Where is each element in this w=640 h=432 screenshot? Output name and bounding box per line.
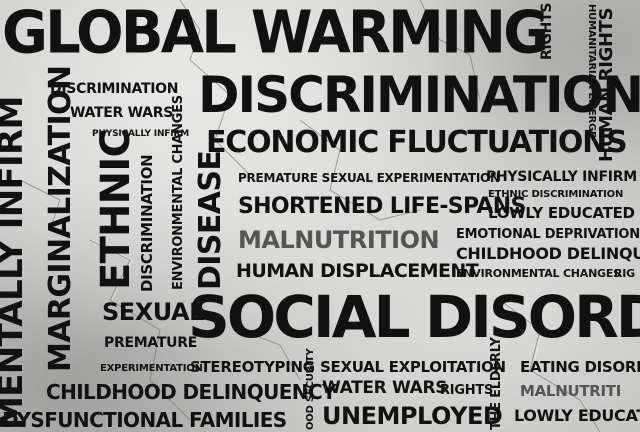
word-childhood-delinquency: CHILDHOOD DELINQUENCY — [46, 380, 337, 404]
word-economic-fluctuations: ECONOMIC FLUCTUATIONS — [206, 125, 628, 160]
word-premature: PREMATURE — [104, 335, 198, 351]
word-lowly-educated-top: LOWLY EDUCATED — [488, 204, 635, 222]
word-ethnic-discrimination: ETHNIC DISCRIMINATION — [488, 189, 624, 200]
word-malnutrition-small: MALNUTRITI — [520, 382, 622, 400]
word-environmental-changes-right: ENVIRONMENTAL CHANGES — [456, 267, 621, 280]
word-sexual: SEXUAL — [102, 298, 204, 326]
word-rights-top: RIGHTS — [539, 2, 555, 60]
word-shortened-life-spans: SHORTENED LIFE-SPANS — [238, 194, 526, 219]
word-rights-bottom: RIGHTS — [440, 383, 494, 398]
word-unemployed: UNEMPLOYED — [322, 402, 503, 430]
word-disease: DISEASE — [193, 150, 228, 290]
word-discrimination-small: DISCRIMINATION — [50, 81, 179, 97]
word-emotional-deprivation: EMOTIONAL DEPRIVATION — [456, 227, 640, 242]
word-stereotyping: STEREOTYPING — [190, 358, 315, 376]
word-water-wars-left: WATER WARS — [70, 105, 174, 121]
word-sexual-exploitation: SEXUAL EXPLOITATION — [320, 358, 506, 376]
word-premature-sexual-experimentation: PREMATURE SEXUAL EXPERIMENTATION — [238, 171, 500, 185]
word-social-disorder: SOCIAL DISORDER — [188, 283, 640, 351]
word-physically-infirm-right: PHYSICALLY INFIRM — [486, 169, 637, 185]
word-environmental-changes-vertical: ENVIRONMENTAL CHANGES — [171, 95, 186, 290]
word-physically-infirm-small: PHYSICALLY INFIRM — [92, 129, 189, 139]
word-childhood-delinquency-right: CHILDHOOD DELINQUEN — [456, 244, 640, 263]
word-lowly-educated-bottom: LOWLY EDUCAT — [514, 406, 640, 425]
word-ethnic: ETHNIC — [93, 128, 139, 290]
word-dysfunctional-families: DYSFUNCTIONAL FAMILIES — [2, 408, 287, 432]
word-experimentation: EXPERIMENTATION — [100, 363, 203, 374]
word-discrimination-big: DISCRIMINATION — [198, 66, 640, 124]
word-discrimination-vertical: DISCRIMINATION — [138, 154, 156, 292]
word-malnutrition: MALNUTRITION — [238, 226, 440, 254]
word-water-wars-bottom: WATER WARS — [322, 378, 448, 398]
word-food-security: OOD SECURITY — [305, 348, 316, 430]
word-global-warming: GLOBAL WARMING — [2, 0, 549, 67]
word-rig: RIG — [614, 267, 635, 280]
word-human-displacement: HUMAN DISPLACEMENT — [236, 260, 479, 282]
word-human-rights-right: HUMAN RIGHTS — [596, 7, 617, 162]
word-mentally-infirm: MENTALLY INFIRM — [0, 96, 31, 430]
